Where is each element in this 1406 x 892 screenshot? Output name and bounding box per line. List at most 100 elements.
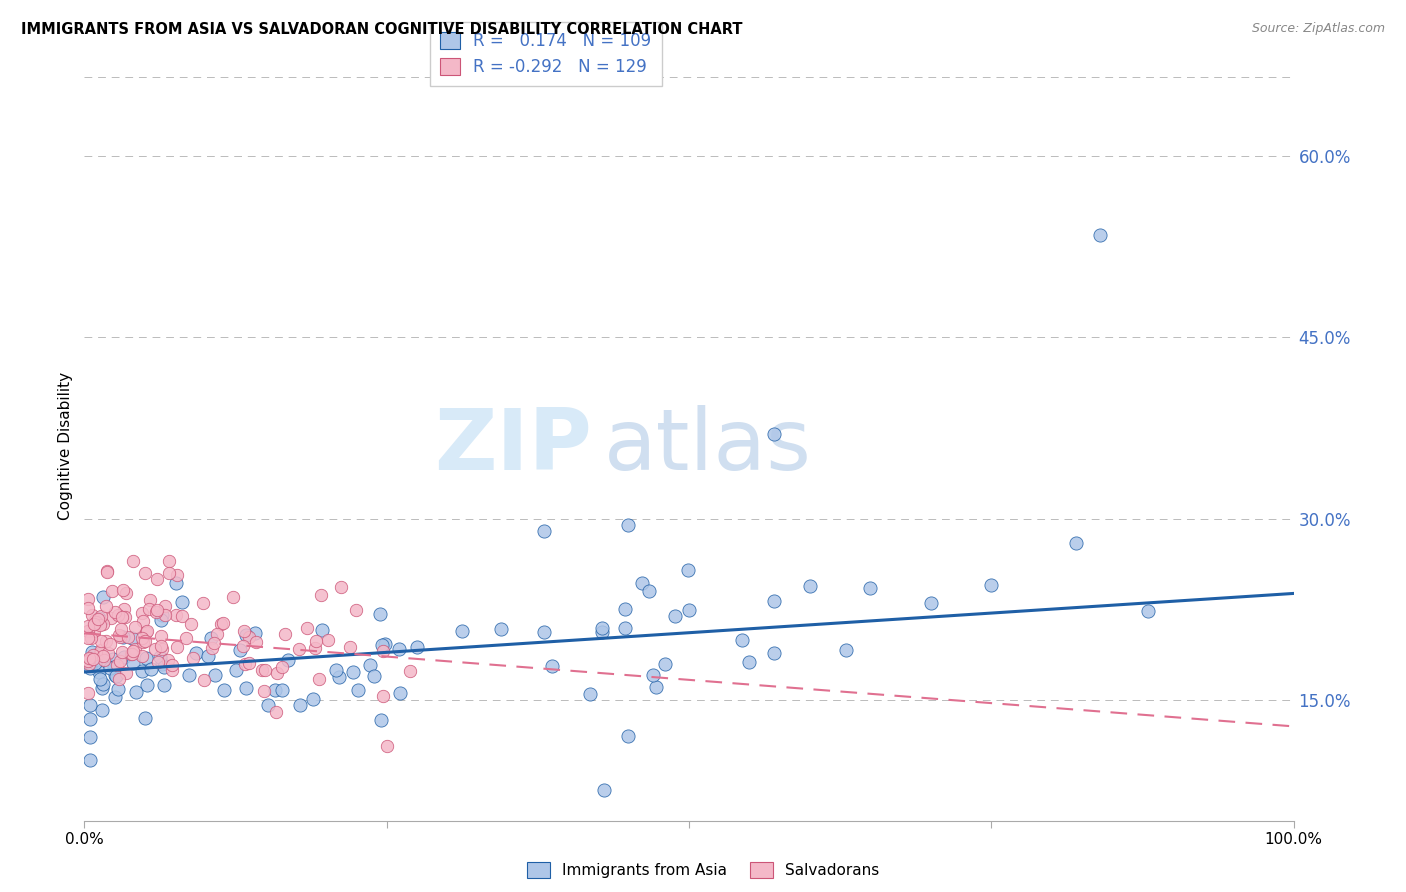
Point — [111, 610, 134, 624]
Point — [138, 592, 160, 607]
Point — [77, 600, 100, 615]
Point — [305, 633, 328, 648]
Point — [96, 565, 118, 579]
Point — [489, 622, 512, 636]
Point — [232, 639, 254, 653]
Point — [678, 603, 700, 617]
Point — [77, 624, 100, 639]
Point — [89, 672, 111, 686]
Point — [90, 703, 112, 717]
Point — [91, 616, 114, 631]
Point — [90, 634, 112, 648]
Point — [83, 617, 105, 632]
Point — [93, 651, 115, 665]
Point — [304, 641, 326, 656]
Point — [1088, 227, 1111, 242]
Point — [654, 657, 676, 672]
Point — [308, 672, 330, 686]
Point — [82, 650, 104, 665]
Point — [84, 656, 107, 670]
Point — [641, 668, 664, 682]
Point — [339, 640, 361, 654]
Point — [98, 637, 121, 651]
Point — [111, 630, 134, 644]
Text: IMMIGRANTS FROM ASIA VS SALVADORAN COGNITIVE DISABILITY CORRELATION CHART: IMMIGRANTS FROM ASIA VS SALVADORAN COGNI… — [21, 22, 742, 37]
Point — [146, 603, 169, 617]
Point — [370, 713, 392, 727]
Point — [579, 687, 602, 701]
Point — [235, 628, 257, 642]
Point — [136, 678, 159, 692]
Point — [157, 554, 180, 568]
Point — [80, 608, 103, 623]
Point — [166, 640, 188, 654]
Point — [170, 595, 193, 609]
Point — [591, 625, 613, 640]
Point — [232, 624, 254, 638]
Point — [110, 622, 132, 636]
Point — [311, 588, 333, 602]
Point — [184, 646, 207, 660]
Point — [87, 612, 110, 626]
Point — [108, 628, 131, 642]
Point — [98, 661, 121, 675]
Point — [104, 690, 127, 705]
Point — [122, 644, 145, 658]
Point — [86, 647, 108, 661]
Point — [271, 683, 294, 698]
Point — [77, 619, 100, 633]
Point — [799, 579, 821, 593]
Point — [104, 605, 127, 619]
Point — [90, 608, 112, 623]
Point — [94, 634, 117, 648]
Point — [108, 672, 131, 686]
Point — [152, 659, 174, 673]
Point — [731, 633, 754, 648]
Point — [212, 683, 235, 698]
Point — [91, 677, 114, 691]
Point — [77, 685, 100, 699]
Point — [371, 644, 394, 658]
Point — [250, 663, 273, 677]
Point — [451, 624, 474, 639]
Point — [104, 669, 127, 683]
Point — [122, 656, 145, 670]
Point — [111, 582, 134, 597]
Point — [664, 609, 686, 624]
Point — [638, 584, 661, 599]
Point — [121, 554, 143, 568]
Point — [108, 630, 131, 644]
Point — [107, 608, 129, 623]
Point — [79, 713, 101, 727]
Point — [297, 621, 319, 635]
Point — [153, 607, 176, 622]
Point — [90, 642, 112, 657]
Point — [257, 698, 280, 712]
Point — [134, 566, 156, 580]
Point — [82, 645, 104, 659]
Point — [112, 650, 135, 665]
Point — [103, 660, 125, 674]
Point — [676, 563, 699, 577]
Point — [153, 678, 176, 692]
Point — [368, 607, 391, 621]
Point — [135, 625, 157, 640]
Point — [94, 599, 117, 613]
Point — [79, 753, 101, 767]
Point — [77, 624, 100, 639]
Point — [344, 603, 367, 617]
Point — [131, 664, 153, 678]
Point — [170, 609, 193, 624]
Point — [125, 685, 148, 699]
Point — [77, 632, 100, 646]
Point — [533, 524, 555, 538]
Point — [180, 616, 202, 631]
Point — [150, 641, 173, 656]
Point — [84, 615, 107, 629]
Point — [89, 618, 111, 632]
Point — [145, 641, 167, 656]
Point — [77, 591, 100, 606]
Point — [149, 650, 172, 665]
Legend: Immigrants from Asia, Salvadorans: Immigrants from Asia, Salvadorans — [520, 856, 886, 884]
Point — [617, 517, 640, 532]
